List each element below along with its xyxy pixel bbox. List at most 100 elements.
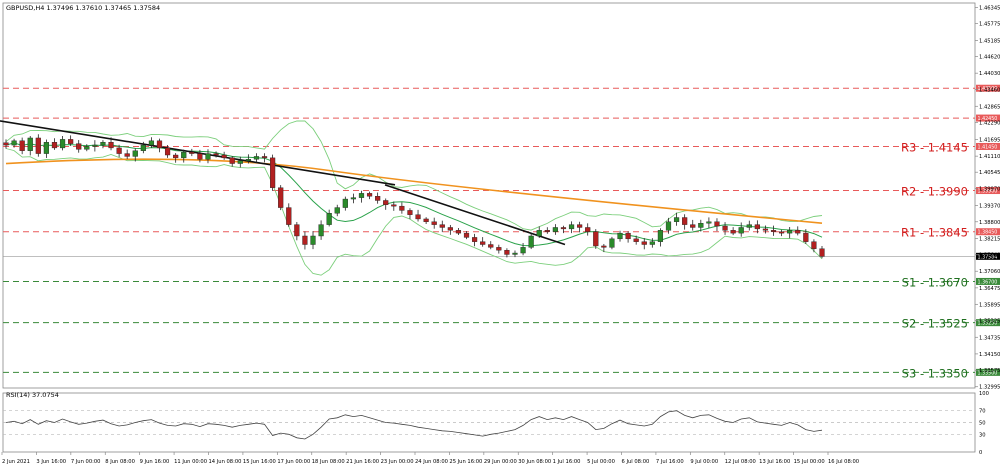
support-resistance-levels: 1.43500 1.42450 1.41450 R3 - 1.4145 1.39900 R… bbox=[3, 84, 1000, 380]
candle bbox=[480, 241, 486, 245]
price-tick-label: 1.45185 bbox=[979, 38, 1000, 44]
candle bbox=[237, 160, 243, 164]
candle bbox=[27, 137, 33, 151]
current-price-tag-text: 1.37584 bbox=[978, 254, 998, 260]
price-tick-label: 1.32995 bbox=[979, 385, 1000, 391]
level-price-tag bbox=[976, 187, 1000, 195]
price-tick-label: 1.45775 bbox=[979, 22, 1000, 28]
candle bbox=[625, 232, 631, 240]
candle bbox=[665, 221, 672, 231]
time-tick-label: 2 Jun 2021 bbox=[2, 459, 30, 465]
level-label: S3 - 1.3350 bbox=[902, 366, 968, 380]
price-tick-label: 1.34735 bbox=[979, 335, 1000, 341]
candle bbox=[334, 207, 340, 214]
candle bbox=[488, 244, 494, 248]
candle bbox=[197, 153, 203, 160]
candle bbox=[568, 224, 575, 230]
time-tick-label: 9 Jul 00:00 bbox=[690, 459, 718, 465]
candle bbox=[698, 223, 704, 228]
rsi-scale-label: 50 bbox=[979, 421, 986, 427]
candle bbox=[43, 142, 49, 154]
time-tick-label: 21 Jun 16:00 bbox=[346, 459, 379, 465]
time-tick-label: 11 Jun 00:00 bbox=[174, 459, 207, 465]
candle bbox=[423, 218, 429, 222]
level-price-tag-text: 1.42450 bbox=[978, 116, 998, 122]
candle bbox=[641, 241, 647, 245]
level-label: S2 - 1.3525 bbox=[902, 317, 968, 331]
candle bbox=[795, 230, 801, 234]
level-label: R1 - 1.3845 bbox=[901, 226, 968, 240]
time-tick-label: 25 Jun 16:00 bbox=[449, 459, 482, 465]
level-label: R2 - 1.3990 bbox=[901, 185, 968, 199]
time-tick-label: 7 Jun 00:00 bbox=[71, 459, 101, 465]
level-price-tag bbox=[976, 368, 1000, 376]
rsi-scale-label: 0 bbox=[979, 450, 982, 456]
candle bbox=[770, 230, 777, 232]
rsi-scale-label: 70 bbox=[979, 409, 986, 415]
candle bbox=[164, 147, 171, 156]
candle bbox=[649, 241, 655, 245]
bollinger-upper bbox=[5, 120, 823, 231]
level-price-tag bbox=[976, 114, 1000, 122]
candle bbox=[189, 151, 195, 154]
price-tick-label: 1.42865 bbox=[979, 104, 1000, 110]
candle bbox=[544, 230, 550, 232]
time-tick-label: 7 Jul 16:00 bbox=[656, 459, 684, 465]
rsi-scale-label: 30 bbox=[979, 432, 986, 438]
rsi-scale-label: 100 bbox=[979, 391, 989, 397]
price-tick-label: 1.41110 bbox=[979, 154, 1000, 160]
candle bbox=[156, 140, 163, 149]
candle bbox=[528, 235, 534, 248]
candle bbox=[383, 200, 389, 205]
time-tick-label: 3 Jun 16:00 bbox=[36, 459, 66, 465]
candle bbox=[375, 196, 381, 201]
time-tick-label: 8 Jun 08:00 bbox=[105, 459, 135, 465]
candle bbox=[270, 157, 276, 188]
candle bbox=[391, 204, 397, 207]
candle bbox=[108, 142, 114, 149]
candle bbox=[577, 224, 583, 228]
price-tick-label: 1.38215 bbox=[979, 236, 1000, 242]
candle bbox=[35, 137, 41, 154]
candle bbox=[536, 230, 542, 237]
price-tick-label: 1.34150 bbox=[979, 352, 1000, 358]
candle bbox=[148, 140, 155, 146]
candle bbox=[560, 227, 567, 230]
candle bbox=[318, 224, 324, 237]
candle bbox=[706, 221, 712, 224]
price-tick-label: 1.38800 bbox=[979, 220, 1000, 226]
ma-200 bbox=[5, 158, 823, 224]
level-label: S1 - 1.3670 bbox=[902, 275, 968, 289]
trendline-1 bbox=[0, 120, 396, 186]
candle bbox=[261, 156, 268, 159]
candle bbox=[585, 227, 591, 232]
time-tick-label: 5 Jul 00:00 bbox=[587, 459, 615, 465]
time-tick-label: 12 Jul 08:00 bbox=[725, 459, 756, 465]
price-tick-label: 1.44620 bbox=[979, 54, 1000, 60]
candle bbox=[294, 224, 300, 237]
candle bbox=[221, 154, 227, 159]
candle bbox=[673, 217, 680, 222]
candle bbox=[278, 187, 284, 208]
level-price-tag-text: 1.43500 bbox=[978, 86, 998, 92]
candle bbox=[512, 252, 518, 255]
candle bbox=[100, 142, 106, 146]
time-tick-label: 6 Jul 08:00 bbox=[622, 459, 650, 465]
candle bbox=[714, 221, 720, 227]
candle bbox=[593, 231, 599, 247]
level-price-tag-text: 1.39900 bbox=[978, 189, 998, 195]
candle bbox=[633, 238, 639, 242]
indicators bbox=[0, 120, 823, 276]
price-tick-label: 1.42290 bbox=[979, 121, 1000, 127]
level-price-tag bbox=[976, 319, 1000, 327]
price-tick-label: 1.46345 bbox=[979, 5, 1000, 11]
candle bbox=[690, 224, 696, 228]
candle bbox=[116, 147, 122, 154]
price-tick-label: 1.43460 bbox=[979, 87, 1000, 93]
price-tick-label: 1.36475 bbox=[979, 286, 1000, 292]
candle bbox=[76, 143, 82, 150]
price-tick-label: 1.37640 bbox=[979, 253, 1000, 259]
price-tick-label: 1.33575 bbox=[979, 368, 1000, 374]
